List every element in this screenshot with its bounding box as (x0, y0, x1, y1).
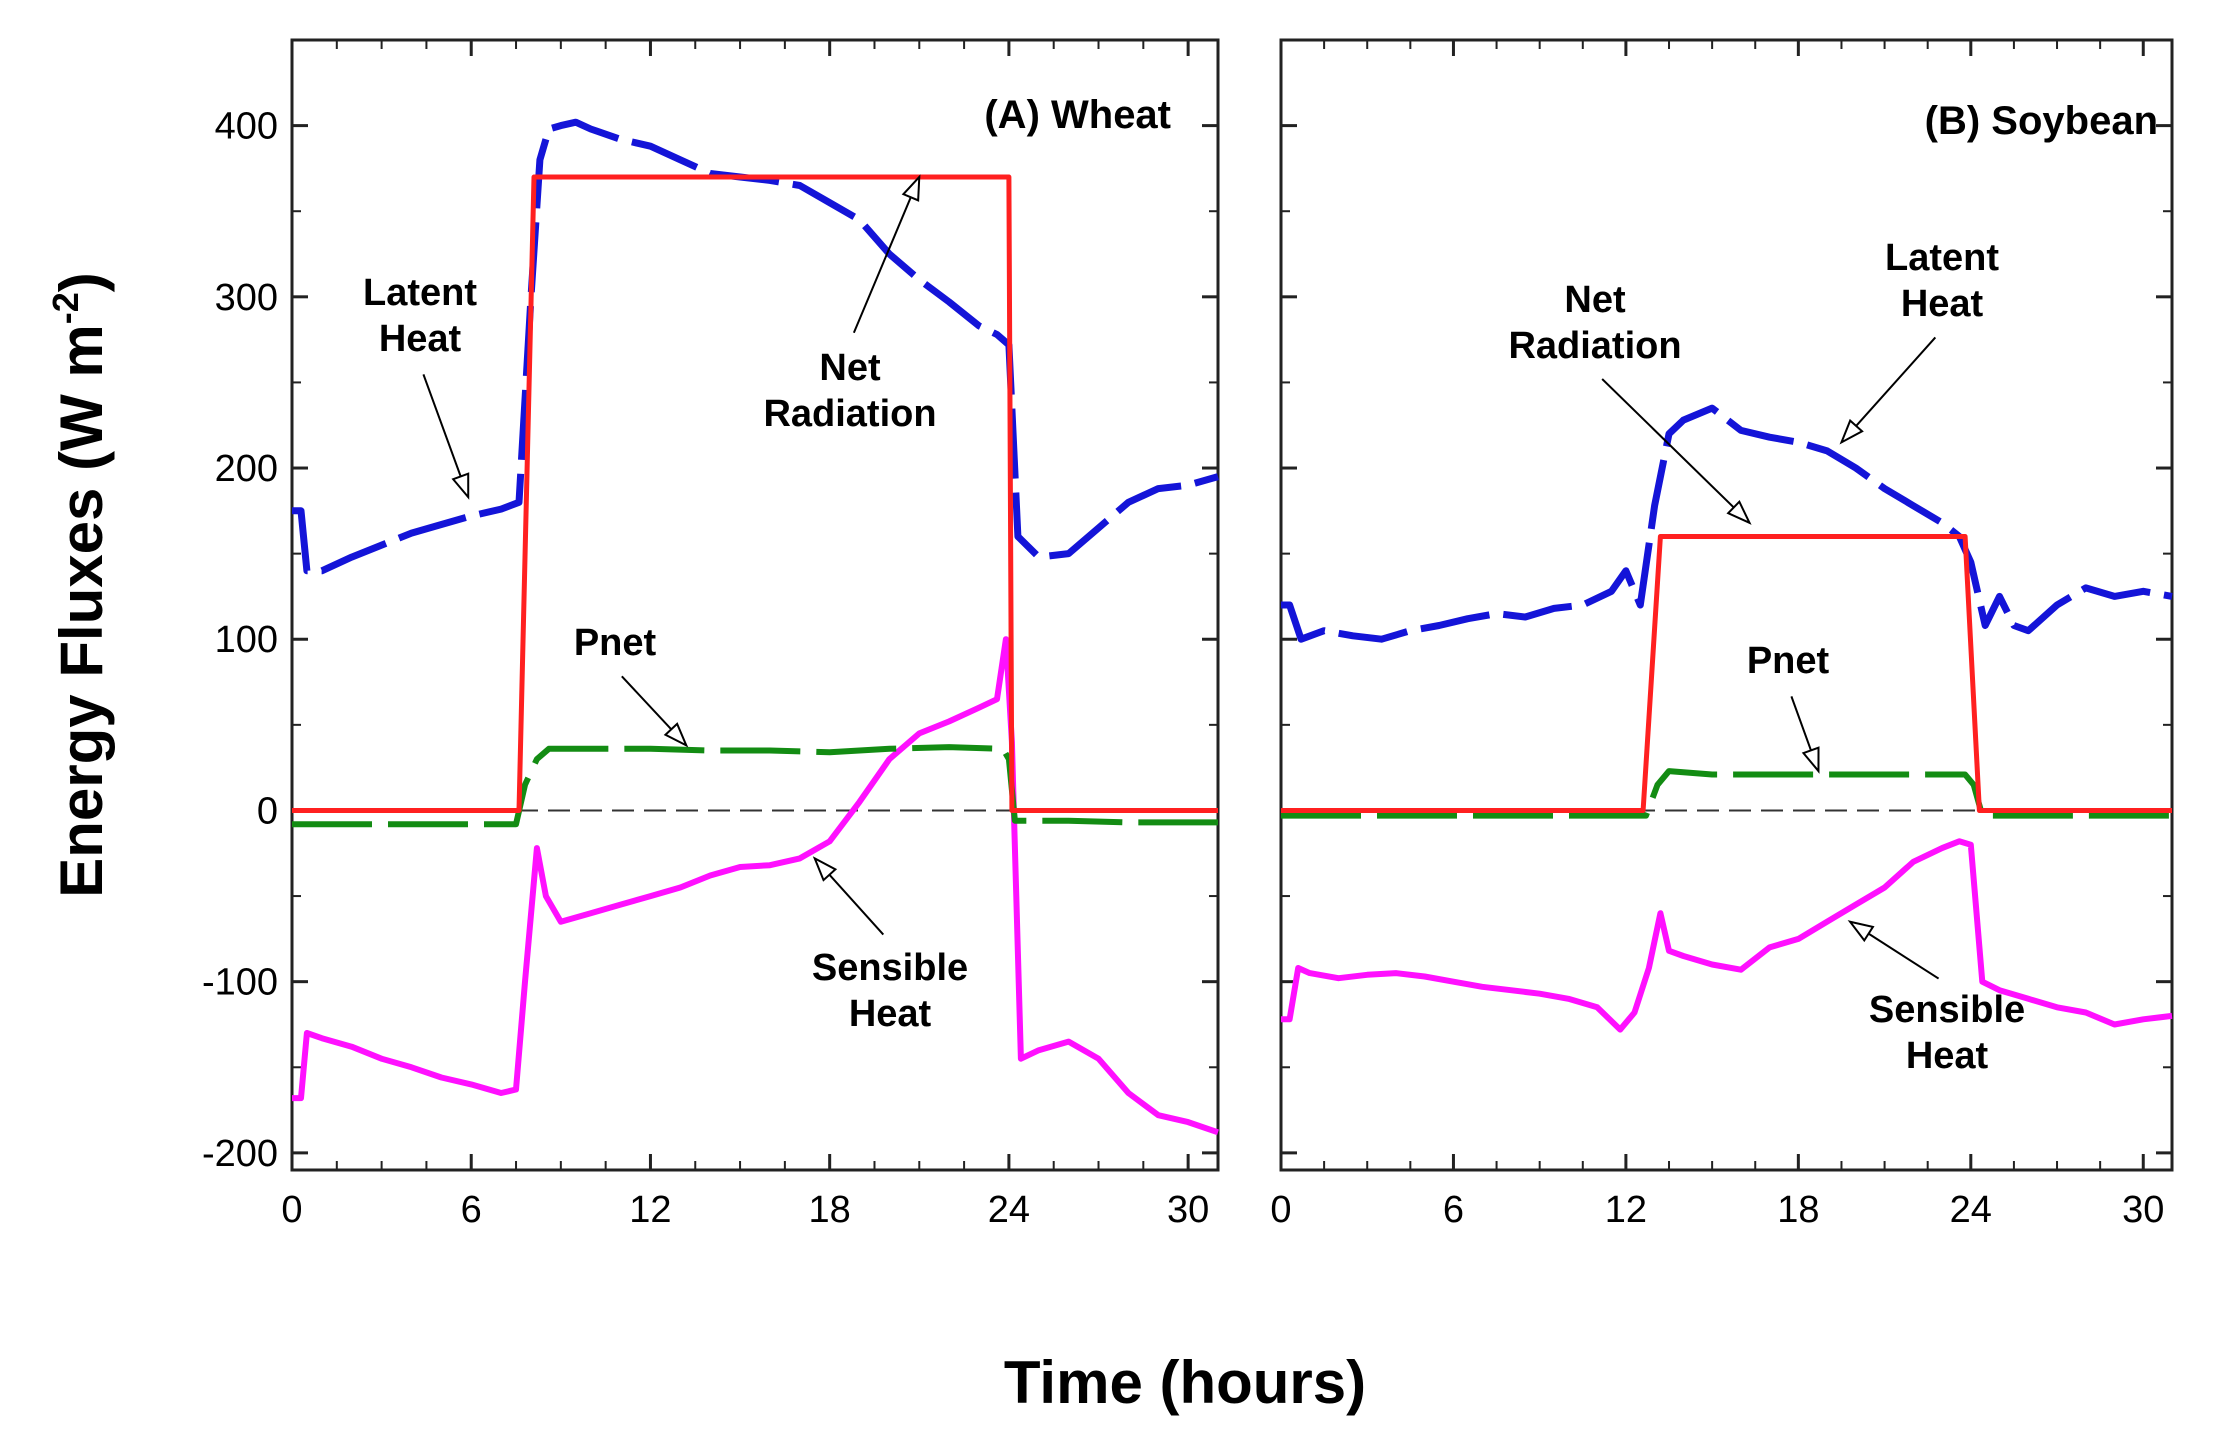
y-tick-label: 0 (257, 790, 278, 832)
annotation-arrow-head (451, 472, 470, 500)
annotation-arrow-head (663, 722, 689, 748)
x-tick-label: 24 (988, 1189, 1030, 1231)
x-axis-title: Time (hours) (1004, 1349, 1366, 1416)
annotation-line: Heat (849, 993, 932, 1035)
x-tick-label: 0 (1270, 1189, 1291, 1231)
annotation-arrow-head (901, 174, 921, 202)
annotation-arrow-head (1726, 500, 1752, 525)
annotation-line: Heat (1901, 283, 1984, 325)
y-axis-title: Energy Fluxes (W m-2) (45, 272, 115, 897)
y-axis-title-main: Energy Fluxes (W m (48, 324, 115, 897)
y-tick-label: 300 (215, 277, 278, 319)
annotation-line: Radiation (1508, 325, 1681, 367)
x-tick-label: 6 (1443, 1189, 1464, 1231)
x-tick-label: 12 (629, 1189, 671, 1231)
series-net-radiation (1281, 534, 2172, 813)
series-net-radiation (292, 174, 1218, 813)
y-tick-label: 200 (215, 448, 278, 490)
y-tick-label: 100 (215, 619, 278, 661)
x-tick-label: 12 (1605, 1189, 1647, 1231)
panel-title: (A) Wheat (984, 93, 1171, 137)
y-axis-title-close: ) (48, 272, 115, 292)
x-tick-label: 30 (2122, 1189, 2164, 1231)
annotation-line: Sensible (1869, 989, 2025, 1031)
annotation-line: Latent (363, 272, 477, 314)
annotation-line: Radiation (763, 393, 936, 435)
annotation-line: Net (1564, 279, 1626, 321)
x-tick-label: 0 (281, 1189, 302, 1231)
x-tick-label: 30 (1167, 1189, 1209, 1231)
annotation-arrow-head (812, 856, 838, 882)
annotation-latent-heat: Latent Heat (1885, 237, 1999, 325)
y-tick-label: -100 (202, 962, 278, 1004)
annotation-line: Net (819, 347, 881, 389)
annotation-pnet: Pnet (574, 622, 657, 664)
annotation-line: Latent (1885, 237, 1999, 279)
annotation-line: Heat (379, 318, 462, 360)
annotation-line: Sensible (812, 947, 968, 989)
annotation-arrow-line (1840, 336, 1937, 444)
series-sensible-heat (292, 636, 1219, 1136)
annotation-net-radiation: Net Radiation (763, 347, 936, 435)
y-tick-label: -200 (202, 1133, 278, 1175)
x-tick-label: 18 (1777, 1189, 1819, 1231)
annotation-sensible-heat: Sensible Heat (812, 947, 968, 1035)
x-tick-label: 6 (461, 1189, 482, 1231)
annotation-arrow-line (1601, 378, 1751, 524)
series-sensible-heat (1281, 838, 2173, 1033)
annotation-latent-heat: Latent Heat (363, 272, 477, 360)
annotation-pnet: Pnet (1747, 640, 1830, 682)
x-tick-label: 24 (1950, 1189, 1992, 1231)
annotation-arrow-line (852, 176, 921, 334)
annotation-sensible-heat: Sensible Heat (1869, 989, 2025, 1077)
panel-title: (B) Soybean (1925, 99, 2158, 143)
y-tick-label: 400 (215, 106, 278, 148)
annotation-arrow-head (1839, 418, 1864, 445)
annotation-arrow-head (1847, 920, 1875, 943)
annotation-arrow-head (1801, 746, 1820, 774)
y-axis-title-exponent: -2 (45, 292, 86, 324)
annotation-line: Heat (1906, 1035, 1989, 1077)
series-latent-heat (1281, 404, 2173, 643)
annotation-net-radiation: Net Radiation (1508, 279, 1681, 367)
x-tick-label: 18 (809, 1189, 851, 1231)
series-latent-heat (292, 118, 1219, 575)
plot-frame (290, 38, 1220, 1172)
annotation-line: Pnet (574, 622, 657, 664)
annotation-line: Pnet (1747, 640, 1830, 682)
